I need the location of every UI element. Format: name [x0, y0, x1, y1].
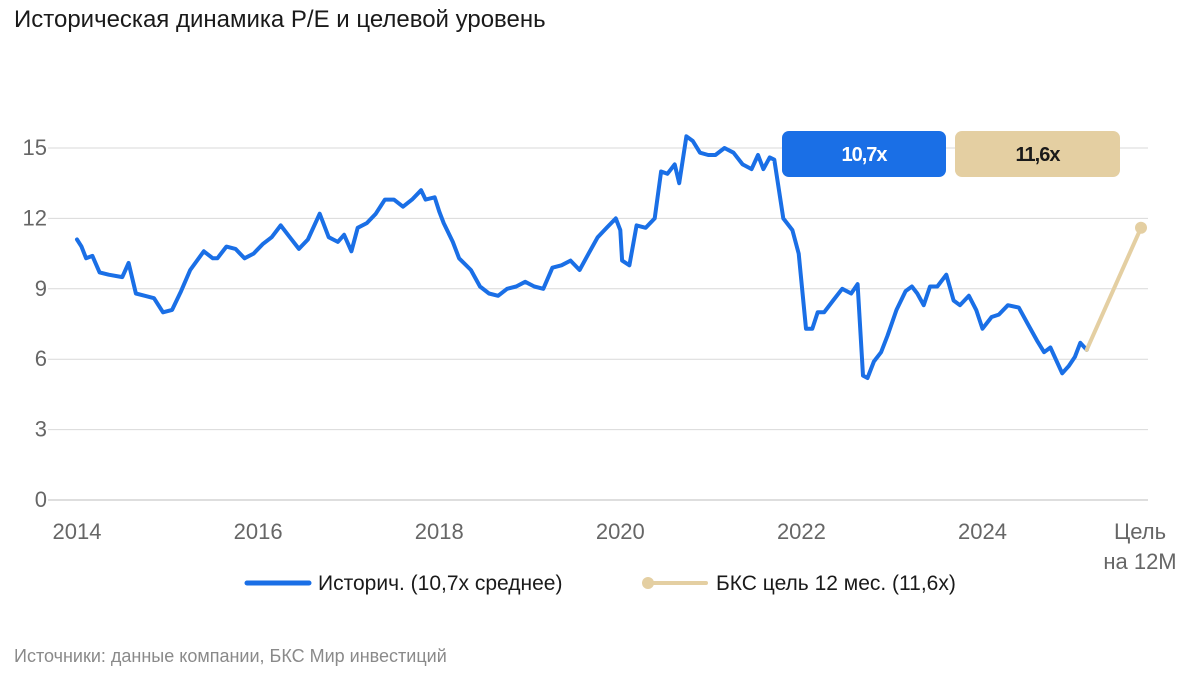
y-tick-label: 3 [35, 417, 47, 442]
x-tick-label: 2014 [53, 519, 102, 544]
chart-title: Историческая динамика P/E и целевой уров… [14, 6, 546, 33]
x-tick-label: 2022 [777, 519, 826, 544]
avg-badge-label: 10,7x [841, 144, 887, 166]
legend-label-history: Историч. (10,7x среднее) [318, 572, 562, 595]
target-point-marker [1135, 221, 1147, 234]
y-tick-label: 15 [23, 135, 47, 160]
x-tick-label: 2016 [234, 519, 283, 544]
x-axis-ticks: 2014 2016 2018 2020 2022 2024 Цель на 12М [53, 519, 1177, 574]
legend: Историч. (10,7x среднее) БКС цель 12 мес.… [244, 572, 956, 595]
y-tick-label: 9 [35, 276, 47, 301]
x-tick-label-target: Цель на 12М [1103, 519, 1176, 574]
x-tick-label: 2020 [596, 519, 645, 544]
y-tick-label: 6 [35, 346, 47, 371]
series-line-target [1084, 225, 1143, 352]
source-note: Источники: данные компании, БКС Мир инве… [14, 646, 447, 666]
y-tick-label: 0 [35, 487, 47, 512]
y-tick-label: 12 [23, 205, 47, 230]
series-line-history [75, 134, 1089, 380]
series-lines [75, 134, 1147, 380]
x-tick-label: 2024 [958, 519, 1007, 544]
y-axis-ticks: 0 3 6 9 12 15 [23, 135, 47, 512]
target-badge [955, 131, 1120, 177]
legend-label-target: БКС цель 12 мес. (11,6x) [716, 572, 956, 595]
target-badge-label: 11,6x [1016, 144, 1061, 166]
legend-marker-target [642, 577, 654, 589]
x-tick-label: 2018 [415, 519, 464, 544]
value-badges: 10,7x 11,6x [782, 131, 1120, 177]
avg-badge [782, 131, 946, 177]
